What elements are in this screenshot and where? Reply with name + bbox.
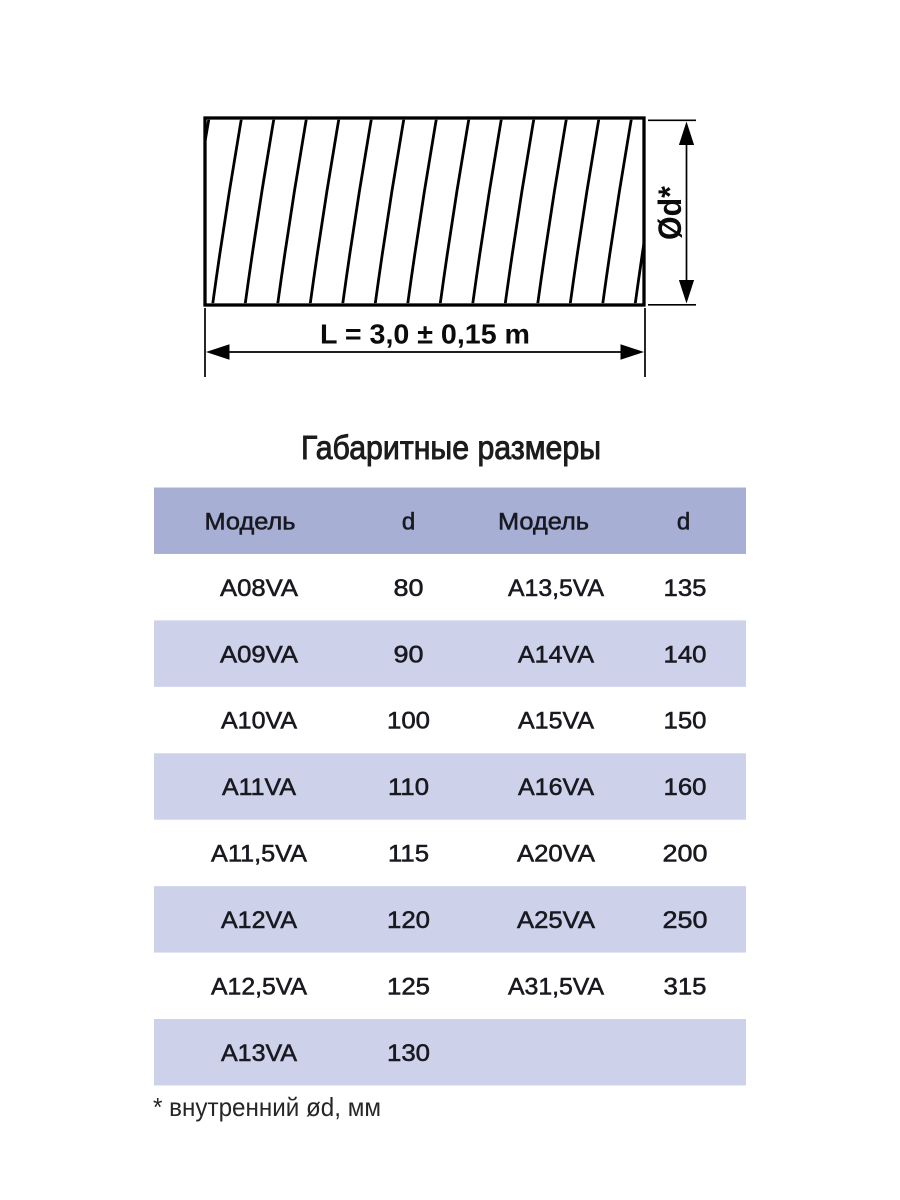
svg-text:120: 120 (387, 907, 430, 934)
svg-text:A11,5VA: A11,5VA (211, 841, 307, 868)
svg-text:110: 110 (388, 774, 429, 801)
svg-text:d: d (402, 508, 415, 535)
svg-text:* внутренний ød, мм: * внутренний ød, мм (153, 1092, 381, 1122)
svg-text:A12,5VA: A12,5VA (211, 974, 307, 1001)
svg-text:115: 115 (388, 841, 429, 868)
svg-text:80: 80 (394, 575, 424, 602)
svg-text:A16VA: A16VA (518, 774, 594, 801)
svg-text:A20VA: A20VA (517, 841, 595, 868)
svg-text:A13VA: A13VA (221, 1040, 297, 1067)
svg-text:d: d (677, 508, 690, 535)
svg-text:140: 140 (664, 641, 707, 668)
svg-text:125: 125 (387, 974, 430, 1001)
svg-text:135: 135 (664, 575, 707, 602)
svg-text:150: 150 (664, 708, 707, 735)
svg-text:L = 3,0 ± 0,15 m: L = 3,0 ± 0,15 m (320, 319, 530, 350)
svg-text:Габаритные размеры: Габаритные размеры (301, 429, 601, 466)
svg-text:A10VA: A10VA (221, 708, 297, 735)
svg-text:A13,5VA: A13,5VA (508, 575, 604, 602)
svg-text:A14VA: A14VA (518, 641, 594, 668)
svg-text:Модель: Модель (498, 508, 589, 535)
svg-text:130: 130 (387, 1040, 430, 1067)
svg-text:100: 100 (387, 708, 430, 735)
svg-text:200: 200 (663, 841, 708, 868)
svg-text:A31,5VA: A31,5VA (508, 974, 604, 1001)
svg-text:Модель: Модель (205, 508, 296, 535)
svg-text:90: 90 (394, 641, 424, 668)
svg-text:160: 160 (664, 774, 707, 801)
svg-text:A09VA: A09VA (220, 641, 298, 668)
svg-text:315: 315 (664, 974, 707, 1001)
svg-text:A25VA: A25VA (517, 907, 595, 934)
svg-text:A12VA: A12VA (221, 907, 297, 934)
svg-text:A11VA: A11VA (222, 774, 296, 801)
svg-text:Ød*: Ød* (652, 186, 688, 240)
svg-text:250: 250 (663, 907, 708, 934)
svg-text:A15VA: A15VA (518, 708, 594, 735)
svg-text:A08VA: A08VA (220, 575, 298, 602)
